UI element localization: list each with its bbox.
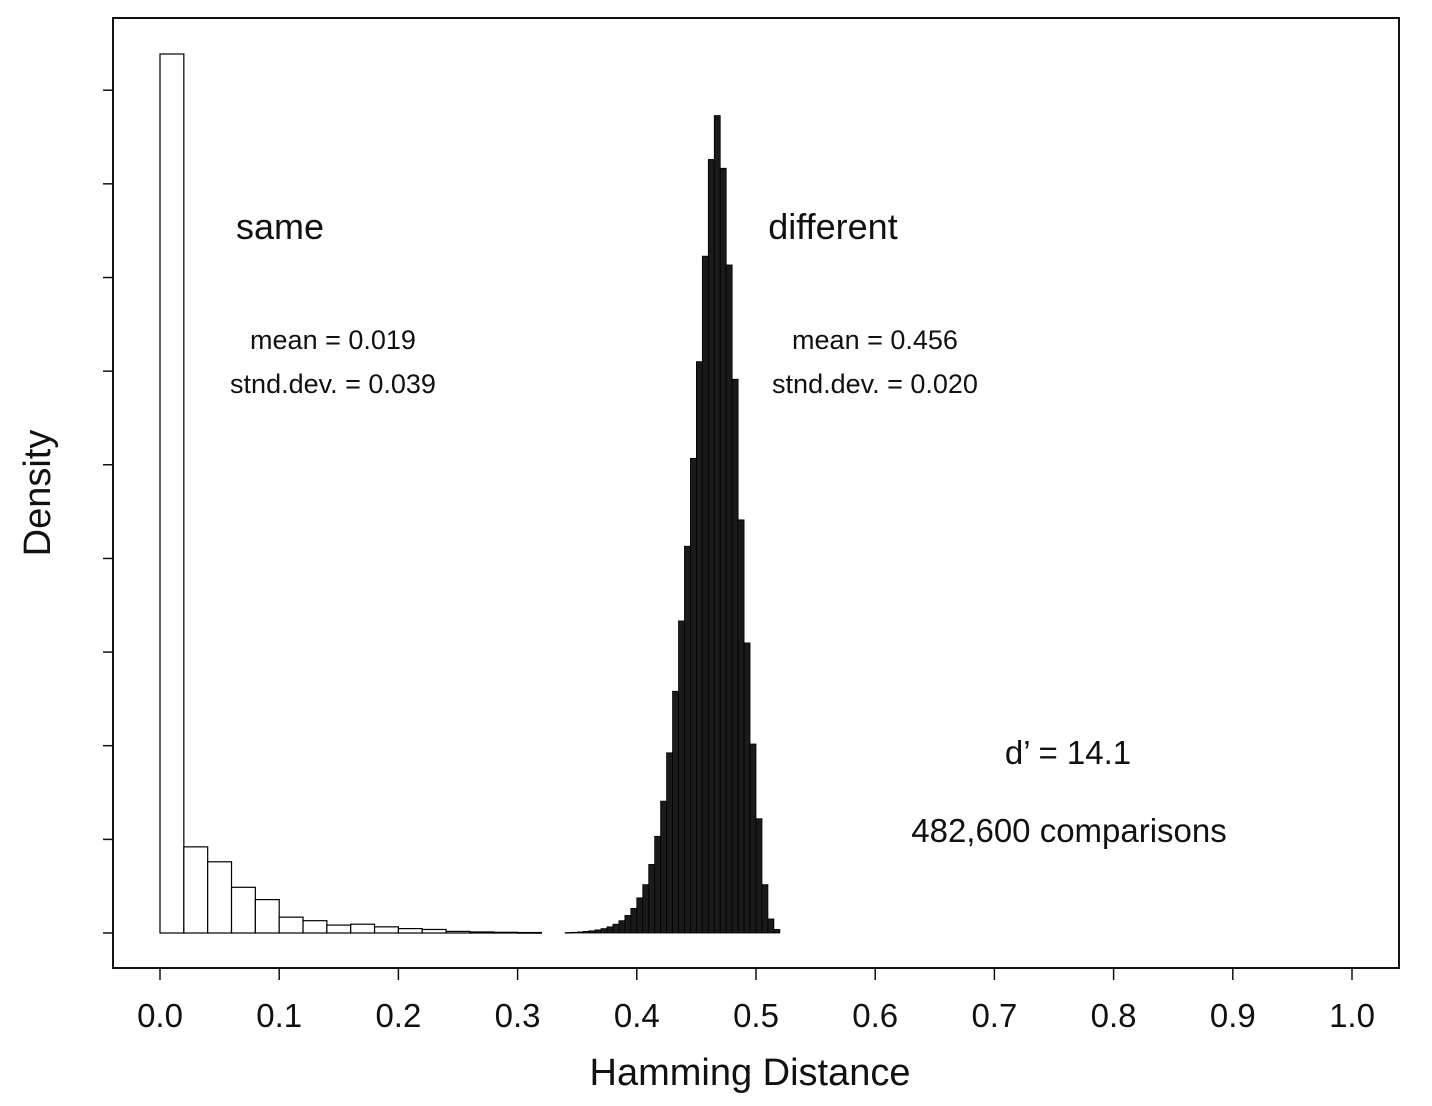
same-bar — [207, 861, 233, 934]
different-bar — [696, 361, 703, 934]
y-ticks — [103, 89, 113, 934]
different-bar — [606, 926, 614, 934]
x-tick-label: 0.7 — [971, 997, 1017, 1034]
same-bar — [183, 846, 209, 934]
same-bar — [445, 930, 471, 934]
different-bar — [749, 743, 757, 934]
different-sd: stnd.dev. = 0.020 — [772, 369, 978, 399]
different-bar — [684, 545, 691, 934]
same-bar — [516, 931, 543, 934]
different-bar — [654, 835, 662, 934]
different-bar — [582, 931, 590, 934]
different-mean: mean = 0.456 — [792, 325, 958, 355]
same-bar — [397, 928, 423, 934]
same-bar — [302, 920, 328, 934]
different-bar — [594, 929, 602, 934]
different-bar — [588, 930, 596, 934]
different-bar — [737, 519, 745, 934]
same-bar — [326, 924, 352, 934]
same-bar — [159, 53, 185, 934]
different-bar — [636, 897, 644, 934]
y-axis-label: Density — [17, 430, 59, 557]
same-bar — [230, 886, 256, 934]
different-bar — [707, 159, 715, 934]
different-bar — [678, 620, 685, 934]
different-bar — [612, 923, 620, 934]
x-tick-label: 0.0 — [137, 997, 183, 1034]
x-tick-label: 0.1 — [256, 997, 302, 1034]
x-tick-label: 0.4 — [614, 997, 660, 1034]
different-bar — [701, 255, 709, 934]
same-bar — [373, 926, 399, 934]
x-tick-label: 0.9 — [1210, 997, 1256, 1034]
different-bar — [719, 167, 727, 934]
x-axis-label: Hamming Distance — [590, 1052, 911, 1094]
same-bars — [159, 53, 543, 934]
different-bar — [618, 920, 626, 934]
different-bar — [767, 918, 775, 934]
different-bar — [773, 929, 781, 934]
different-bar — [648, 864, 656, 934]
x-tick-label: 0.8 — [1091, 997, 1137, 1034]
different-bar — [743, 642, 751, 934]
different-bar — [672, 690, 679, 934]
different-bar — [755, 818, 763, 934]
different-bar — [731, 378, 739, 934]
same-bar — [350, 923, 376, 934]
same-sd: stnd.dev. = 0.039 — [230, 369, 436, 399]
different-bar — [576, 931, 584, 934]
x-tick-label: 0.3 — [495, 997, 541, 1034]
different-bar — [624, 915, 632, 934]
different-bars — [564, 115, 781, 934]
same-bar — [421, 928, 447, 934]
same-label: same — [236, 206, 324, 247]
different-bar — [642, 884, 650, 934]
different-bar — [570, 931, 578, 934]
different-label: different — [768, 206, 897, 247]
different-bar — [690, 457, 697, 934]
same-bar — [254, 898, 280, 934]
x-axis: 0.0 0.1 0.2 0.3 0.4 0.5 0.6 0.7 0.8 0.9 1.0 — [137, 967, 1375, 1034]
same-bar — [469, 931, 495, 934]
dprime-annotation: d’ = 14.1 — [1005, 734, 1131, 771]
different-bar — [660, 800, 668, 934]
x-tick-label: 0.5 — [733, 997, 779, 1034]
same-bar — [278, 916, 304, 934]
x-tick-label: 0.2 — [375, 997, 421, 1034]
different-bar — [630, 907, 638, 934]
same-mean: mean = 0.019 — [250, 325, 416, 355]
x-tick-label: 0.6 — [852, 997, 898, 1034]
different-bar — [725, 264, 733, 934]
same-bar — [493, 931, 519, 934]
different-bar — [564, 932, 572, 934]
different-bar — [666, 752, 673, 934]
y-axis — [103, 89, 113, 934]
different-bar — [713, 115, 721, 934]
different-bar — [761, 884, 769, 934]
x-ticks: 0.0 0.1 0.2 0.3 0.4 0.5 0.6 0.7 0.8 0.9 1.0 — [137, 968, 1375, 1034]
x-tick-label: 1.0 — [1329, 997, 1375, 1034]
comparisons-annotation: 482,600 comparisons — [911, 812, 1227, 849]
different-bar — [600, 928, 608, 934]
